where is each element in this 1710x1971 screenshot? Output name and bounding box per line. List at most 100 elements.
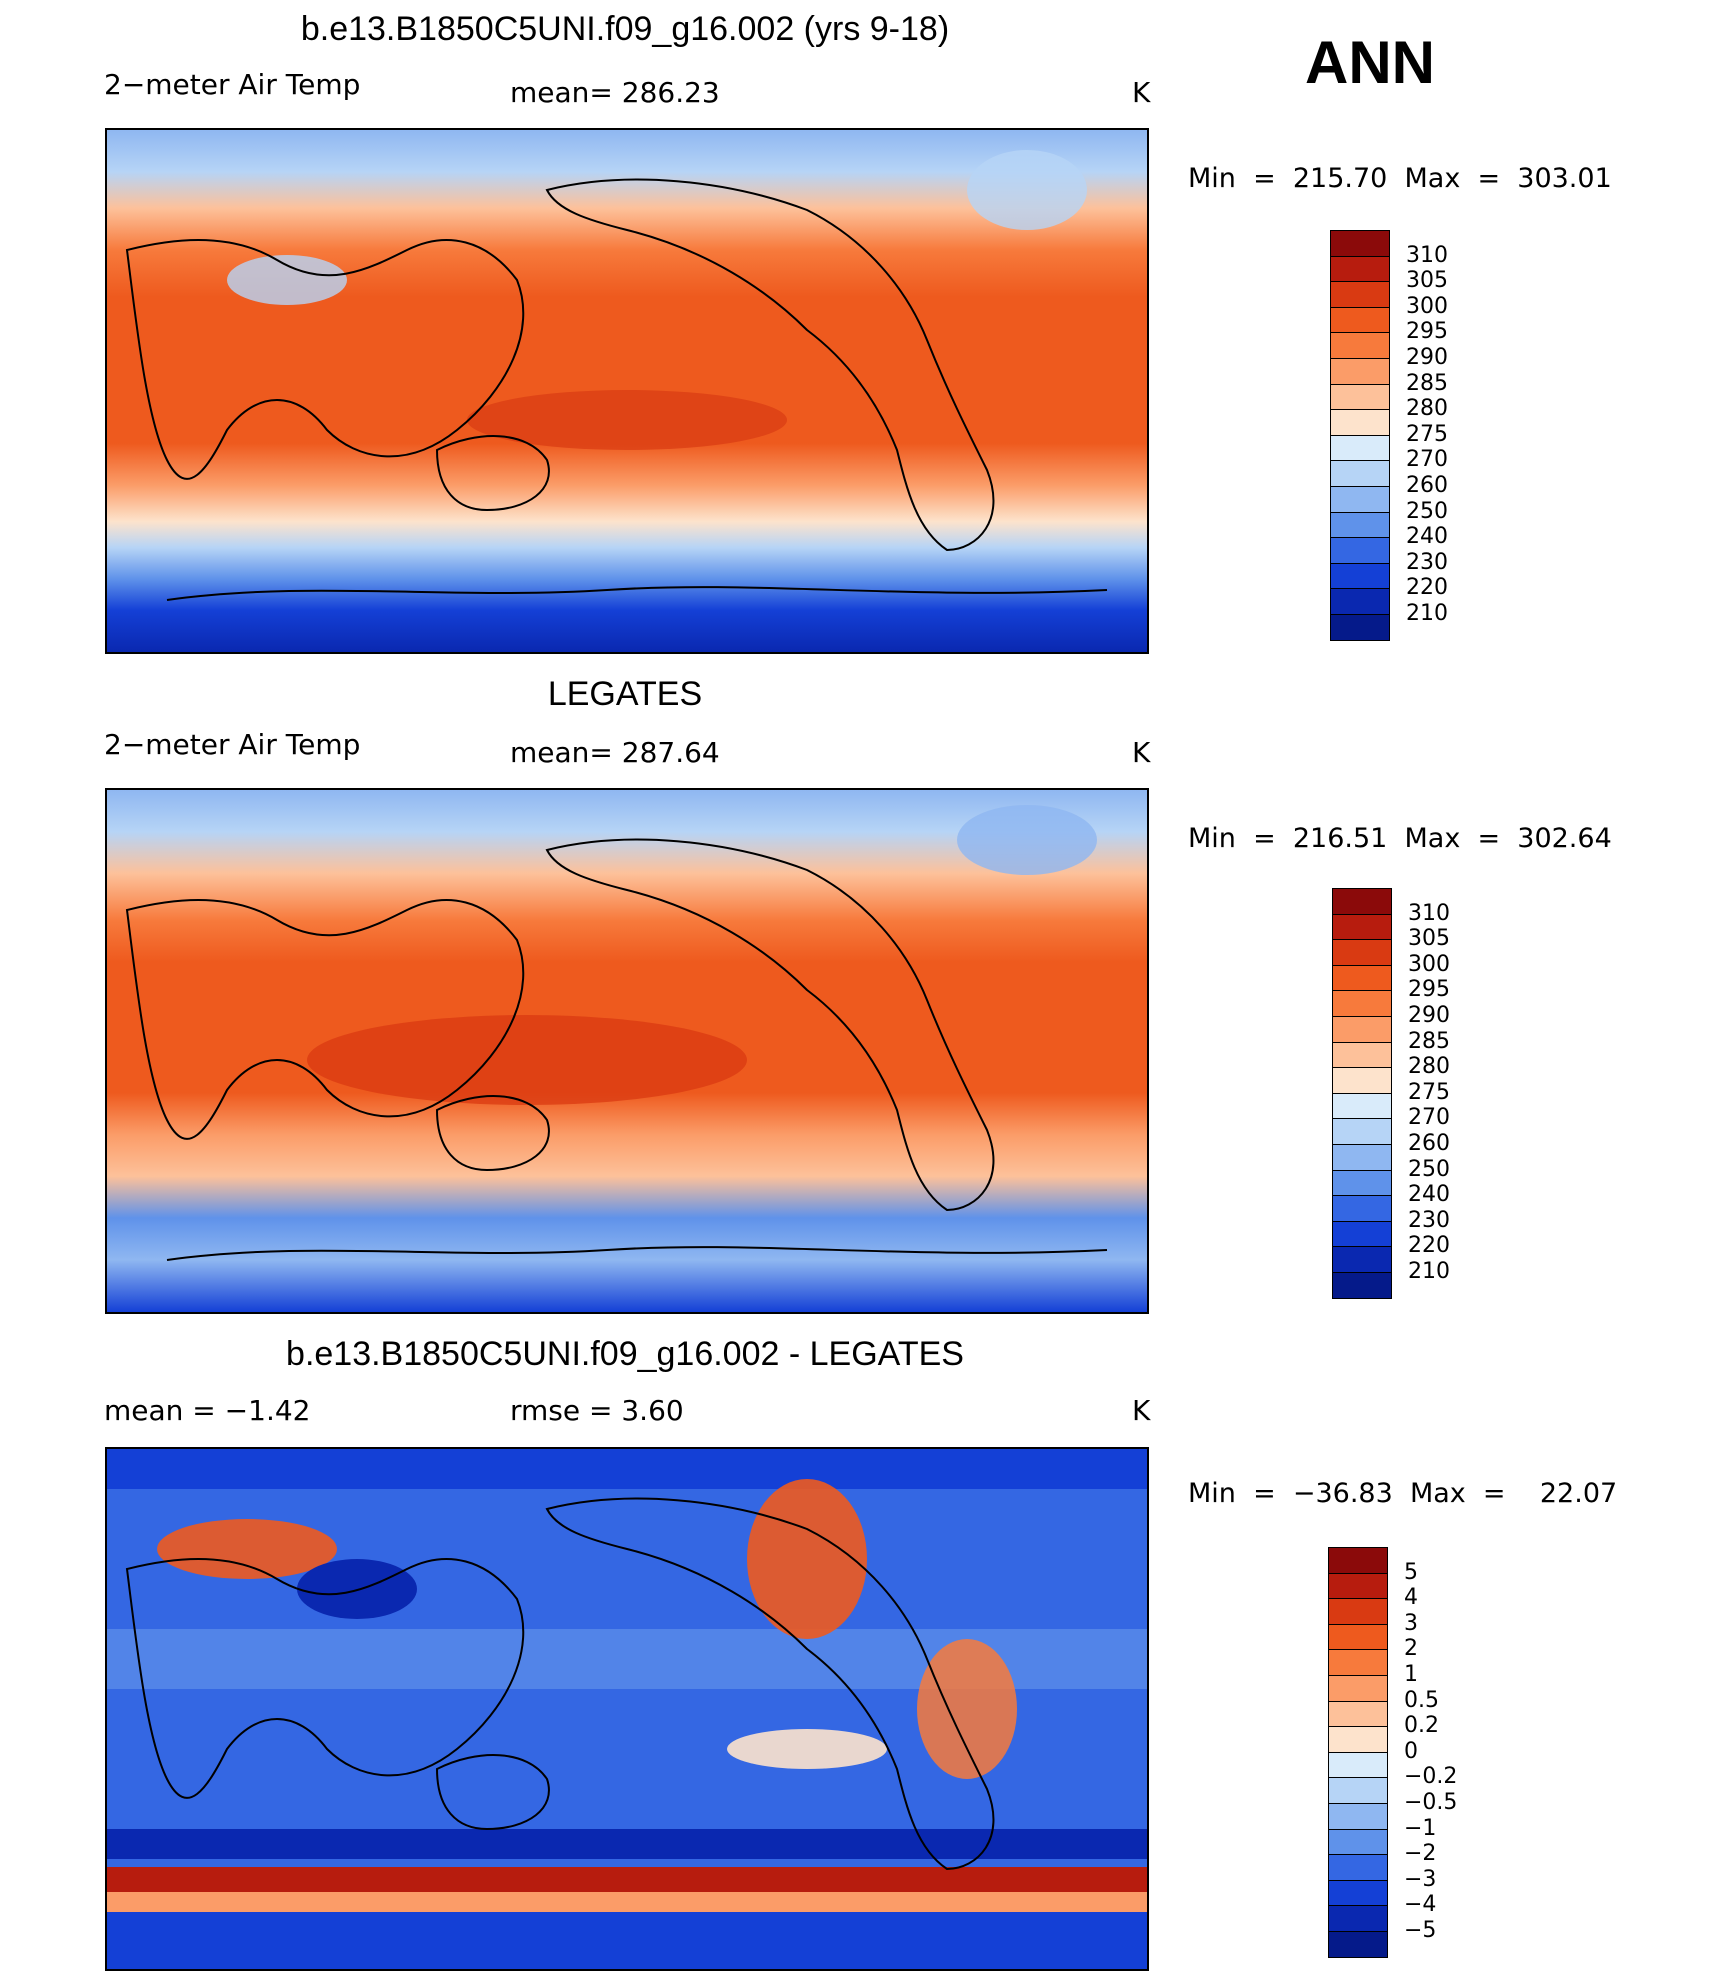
- colorbar-level-label: 275: [1406, 421, 1448, 447]
- colorbar-level-label: 285: [1406, 370, 1448, 396]
- colorbar-swatch: [1328, 1751, 1388, 1779]
- colorbar-level-label: 285: [1408, 1028, 1450, 1054]
- panel1-map: [105, 128, 1149, 654]
- colorbar-swatch: [1332, 1272, 1392, 1299]
- colorbar-level-label: −0.2: [1404, 1764, 1458, 1790]
- colorbar-level-label: 3: [1404, 1610, 1418, 1636]
- panel3-map: [105, 1447, 1149, 1971]
- colorbar-level-label: 0: [1404, 1738, 1418, 1764]
- colorbar-swatch: [1330, 537, 1390, 564]
- colorbar-level-label: 5: [1404, 1559, 1418, 1585]
- colorbar-swatch: [1328, 1879, 1388, 1907]
- colorbar-swatch: [1330, 306, 1390, 334]
- panel2-minmax: Min = 216.51 Max = 302.64: [1188, 823, 1612, 854]
- panel1-mean-label: mean= 286.23: [510, 76, 720, 109]
- colorbar-swatch: [1330, 614, 1390, 641]
- colorbar-level-label: 280: [1408, 1054, 1450, 1080]
- colorbar-swatch: [1330, 255, 1390, 283]
- season-label: ANN: [1305, 29, 1435, 96]
- colorbar-swatch: [1328, 1803, 1388, 1830]
- colorbar-level-label: 305: [1408, 926, 1450, 952]
- colorbar-level-label: −4: [1404, 1892, 1437, 1918]
- panel2-map-graphic: [107, 790, 1147, 1312]
- colorbar-swatch: [1328, 1572, 1388, 1600]
- colorbar-swatch: [1328, 1854, 1388, 1881]
- colorbar-level-label: −3: [1404, 1866, 1437, 1892]
- colorbar-swatch: [1330, 511, 1390, 539]
- colorbar-level-label: 270: [1408, 1105, 1450, 1131]
- colorbar-swatch: [1330, 486, 1390, 513]
- panel2-unit-label: K: [1132, 736, 1151, 769]
- panel1-variable-label: 2−meter Air Temp: [104, 68, 361, 101]
- colorbar-swatch: [1328, 1700, 1388, 1728]
- panel1-map-graphic: [107, 130, 1147, 652]
- colorbar-swatch: [1332, 1169, 1392, 1197]
- colorbar-level-label: 0.5: [1404, 1687, 1439, 1713]
- colorbar-level-label: 230: [1406, 549, 1448, 575]
- colorbar-level-label: 290: [1408, 1003, 1450, 1028]
- panel2-mean-label: mean= 287.64: [510, 736, 720, 769]
- colorbar-level-label: −0.5: [1404, 1790, 1458, 1815]
- colorbar-swatch: [1330, 434, 1390, 462]
- panel1-unit-label: K: [1132, 76, 1151, 109]
- colorbar-swatch: [1332, 888, 1392, 915]
- colorbar-swatch: [1332, 913, 1392, 941]
- colorbar-swatch: [1332, 1144, 1392, 1171]
- colorbar-swatch: [1332, 1067, 1392, 1094]
- colorbar-level-label: −1: [1404, 1815, 1437, 1841]
- panel3-unit-label: K: [1132, 1394, 1151, 1427]
- colorbar-swatch: [1328, 1623, 1388, 1651]
- colorbar-swatch: [1332, 1246, 1392, 1273]
- colorbar-level-label: 250: [1408, 1156, 1450, 1182]
- panel3-map-graphic: [107, 1449, 1147, 1969]
- colorbar-swatch: [1330, 409, 1390, 436]
- colorbar-level-label: 210: [1406, 601, 1448, 626]
- colorbar-level-label: −2: [1404, 1841, 1437, 1867]
- colorbar-level-label: 240: [1406, 524, 1448, 550]
- colorbar-swatch: [1332, 1092, 1392, 1120]
- colorbar-swatch: [1330, 281, 1390, 308]
- panel2-title: LEGATES: [547, 675, 703, 713]
- colorbar-level-label: −5: [1404, 1918, 1437, 1943]
- colorbar-level-label: 230: [1408, 1207, 1450, 1233]
- panel3-mean-label: mean = −1.42: [104, 1394, 311, 1427]
- colorbar-level-label: 310: [1408, 900, 1450, 926]
- colorbar-swatch: [1332, 1195, 1392, 1222]
- colorbar-level-label: 290: [1406, 345, 1448, 370]
- panel3-rmse-label: rmse = 3.60: [510, 1394, 684, 1427]
- colorbar-swatch: [1330, 562, 1390, 590]
- colorbar-level-label: 295: [1406, 319, 1448, 345]
- colorbar-swatch: [1330, 460, 1390, 487]
- colorbar-level-label: 2: [1404, 1636, 1418, 1662]
- colorbar-swatch: [1332, 964, 1392, 992]
- colorbar-level-label: 270: [1406, 447, 1448, 473]
- colorbar-swatch: [1330, 230, 1390, 257]
- colorbar-swatch: [1330, 588, 1390, 615]
- colorbar-swatch: [1332, 1118, 1392, 1145]
- colorbar-swatch: [1330, 332, 1390, 359]
- colorbar-level-label: 260: [1408, 1131, 1450, 1156]
- colorbar-level-label: 260: [1406, 473, 1448, 498]
- colorbar-swatch: [1332, 1220, 1392, 1248]
- colorbar-level-label: 275: [1408, 1079, 1450, 1105]
- panel3-title: b.e13.B1850C5UNI.f09_g16.002 - LEGATES: [286, 1335, 964, 1373]
- colorbar-level-label: 4: [1404, 1585, 1418, 1611]
- colorbar-swatch: [1332, 1041, 1392, 1069]
- colorbar-level-label: 0.2: [1404, 1713, 1439, 1739]
- colorbar-swatch: [1332, 1016, 1392, 1043]
- colorbar-level-label: 240: [1408, 1182, 1450, 1208]
- colorbar-swatch: [1328, 1598, 1388, 1625]
- colorbar-swatch: [1328, 1828, 1388, 1856]
- colorbar-swatch: [1332, 939, 1392, 966]
- colorbar-level-label: 310: [1406, 242, 1448, 268]
- colorbar-swatch: [1328, 1726, 1388, 1753]
- colorbar-level-label: 280: [1406, 396, 1448, 422]
- colorbar-level-label: 300: [1408, 951, 1450, 977]
- panel1-minmax: Min = 215.70 Max = 303.01: [1188, 163, 1612, 194]
- colorbar-swatch: [1328, 1649, 1388, 1676]
- colorbar-level-label: 305: [1406, 268, 1448, 294]
- panel3-minmax: Min = −36.83 Max = 22.07: [1188, 1478, 1618, 1509]
- panel2-map: [105, 788, 1149, 1314]
- colorbar-level-label: 1: [1404, 1662, 1418, 1687]
- colorbar-level-label: 250: [1406, 498, 1448, 524]
